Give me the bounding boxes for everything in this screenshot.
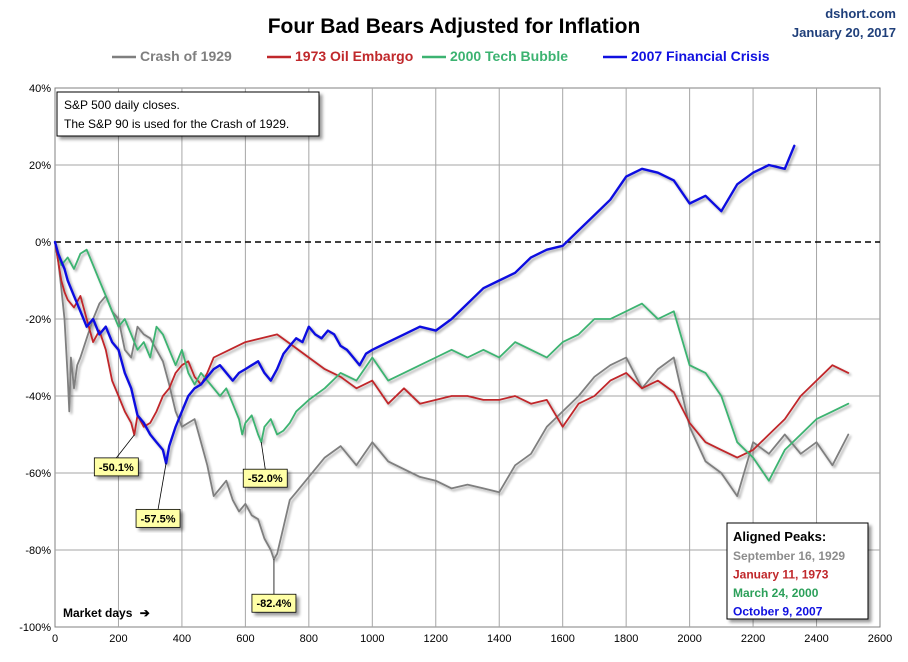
- aligned-peaks-list: September 16, 1929 January 11, 1973 March …: [733, 549, 845, 619]
- note-line-1: S&P 500 daily closes.: [64, 98, 180, 112]
- aligned-peak-date: January 11, 1973: [733, 568, 829, 582]
- callout-box: [242, 468, 288, 488]
- aligned-peaks-title: Aligned Peaks:: [733, 529, 826, 544]
- y-tick-label: -80%: [25, 545, 51, 557]
- x-axis-label: Market days ➔: [63, 606, 150, 620]
- legend: Crash of 1929 1973 Oil Embargo 2000 Tech B…: [112, 48, 770, 64]
- series-lines: [53, 144, 850, 561]
- y-tick-label: 20%: [29, 160, 51, 172]
- y-tick-label: -40%: [25, 391, 51, 403]
- source-site: dshort.com: [825, 6, 896, 21]
- note-box: [56, 91, 320, 137]
- x-tick-label: 800: [300, 633, 318, 645]
- callout-box: [93, 457, 139, 477]
- aligned-peak-date: October 9, 2007: [733, 605, 823, 619]
- aligned-peaks-box: [726, 522, 869, 620]
- callout-label: -50.1%: [99, 462, 134, 474]
- x-axis-label-arrow: ➔: [140, 606, 150, 620]
- series-line: [54, 241, 850, 482]
- legend-entry: 2000 Tech Bubble: [450, 48, 568, 64]
- y-tick-label: -60%: [25, 468, 51, 480]
- x-tick-label: 2400: [804, 633, 828, 645]
- callout-label: -57.5%: [141, 513, 176, 525]
- callout-box-group: [93, 457, 139, 477]
- y-axis: 40% 20% 0% -20% -40% -60% -80% -100%: [19, 83, 51, 634]
- x-tick-label: 1800: [614, 633, 638, 645]
- x-tick-label: 2600: [868, 633, 892, 645]
- callout-leader: [116, 434, 135, 459]
- callout-label: -52.0%: [248, 473, 283, 485]
- chart-title: Four Bad Bears Adjusted for Inflation: [268, 15, 641, 38]
- y-tick-label: -20%: [25, 314, 51, 326]
- callout-box-group: [135, 508, 181, 528]
- x-tick-label: 0: [52, 633, 58, 645]
- note-line-2: The S&P 90 is used for the Crash of 1929…: [64, 117, 289, 131]
- x-axis: 0 200 400 600 800 1000 1200 1400 1600 1800 2000 220…: [52, 633, 892, 645]
- legend-entry: 1973 Oil Embargo: [295, 48, 413, 64]
- callout-leader: [260, 442, 266, 470]
- aligned-peak-date: September 16, 1929: [733, 549, 845, 563]
- callout-box: [135, 508, 181, 528]
- legend-entry: 2007 Financial Crisis: [631, 48, 770, 64]
- trough-callouts: -50.1% -57.5% -52.0% -82.4%: [93, 434, 297, 613]
- callout-label: -82.4%: [257, 598, 292, 610]
- x-tick-label: 1000: [360, 633, 384, 645]
- y-tick-label: 40%: [29, 83, 51, 95]
- series-line: [53, 144, 796, 465]
- x-tick-label: 2200: [741, 633, 765, 645]
- legend-entry: Crash of 1929: [140, 48, 232, 64]
- x-tick-label: 1200: [424, 633, 448, 645]
- x-tick-label: 600: [236, 633, 254, 645]
- x-tick-label: 1400: [487, 633, 511, 645]
- x-tick-label: 1600: [550, 633, 574, 645]
- aligned-peak-date: March 24, 2000: [733, 586, 819, 600]
- x-tick-label: 200: [109, 633, 127, 645]
- y-tick-label: -100%: [19, 622, 51, 634]
- callout-box: [251, 593, 297, 613]
- callout-box-group: [242, 468, 288, 488]
- source-date: January 20, 2017: [792, 25, 896, 40]
- series-line: [54, 241, 850, 459]
- x-tick-label: 400: [173, 633, 191, 645]
- x-tick-label: 2000: [677, 633, 701, 645]
- x-axis-label-text: Market days: [63, 606, 133, 620]
- callout-box-group: [251, 593, 297, 613]
- callout-leader: [157, 463, 167, 510]
- y-tick-label: 0%: [35, 237, 51, 249]
